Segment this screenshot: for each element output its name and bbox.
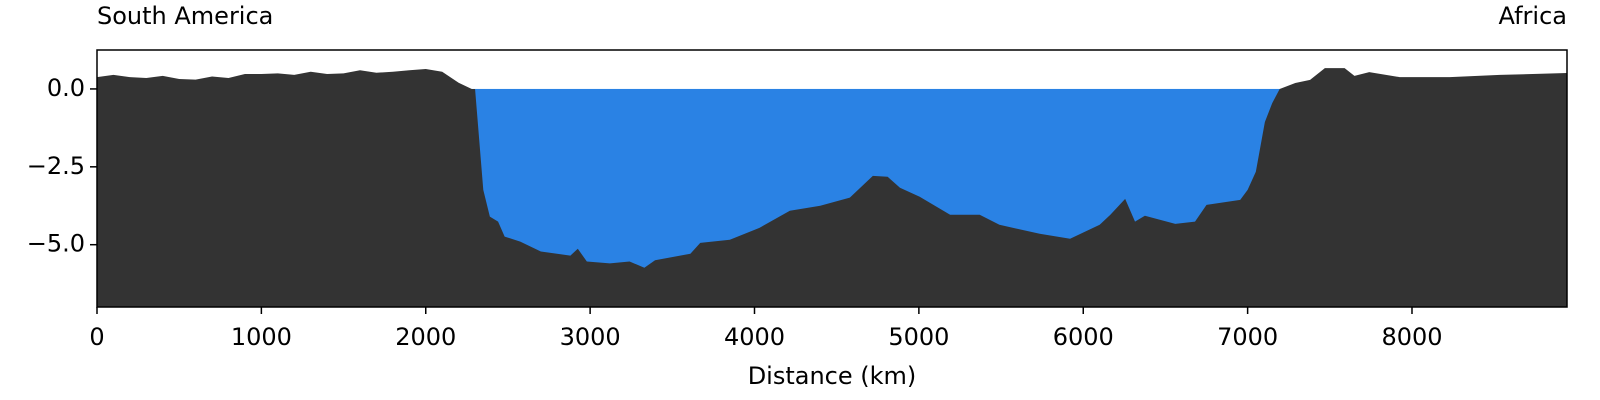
x-tick-label: 0 <box>89 323 104 351</box>
x-tick-label: 6000 <box>1053 323 1114 351</box>
y-tick-label: 0.0 <box>47 74 85 102</box>
x-tick-label: 4000 <box>724 323 785 351</box>
x-tick-label: 7000 <box>1217 323 1278 351</box>
y-tick-label: −5.0 <box>27 230 85 258</box>
x-tick-label: 5000 <box>888 323 949 351</box>
terrain-area <box>97 68 1567 308</box>
x-axis-label: Distance (km) <box>748 362 917 390</box>
left-label: South America <box>97 2 273 30</box>
x-tick-label: 1000 <box>231 323 292 351</box>
x-tick-label: 2000 <box>395 323 456 351</box>
x-tick-label: 3000 <box>560 323 621 351</box>
right-label: Africa <box>1499 2 1567 30</box>
x-tick-label: 8000 <box>1381 323 1442 351</box>
y-tick-label: −2.5 <box>27 152 85 180</box>
plot-frame <box>96 49 1568 308</box>
